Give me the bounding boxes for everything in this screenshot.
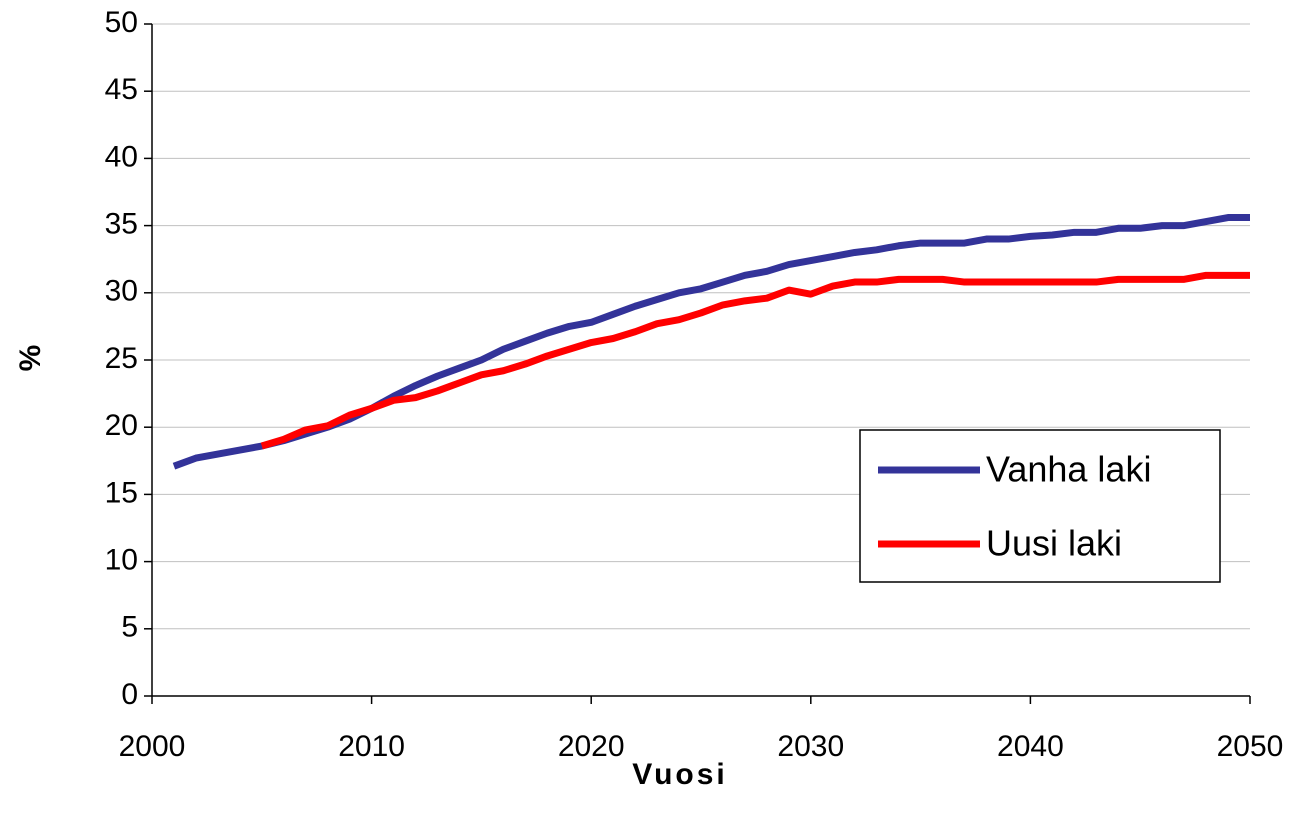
y-tick-label: 40 xyxy=(105,140,138,173)
legend-box xyxy=(859,429,1221,583)
y-tick-label: 5 xyxy=(121,611,138,644)
x-axis-title: Vuosi xyxy=(632,758,728,791)
x-tick-label: 2050 xyxy=(1217,730,1284,763)
x-tick-label: 2040 xyxy=(997,730,1064,763)
y-tick-label: 50 xyxy=(105,6,138,39)
x-tick-label: 2020 xyxy=(558,730,625,763)
legend-label: Vanha laki xyxy=(986,449,1151,490)
x-tick-label: 2010 xyxy=(338,730,405,763)
legend-label: Uusi laki xyxy=(986,523,1122,564)
y-tick-label: 15 xyxy=(105,476,138,509)
y-tick-label: 25 xyxy=(105,342,138,375)
x-tick-label: 2030 xyxy=(777,730,844,763)
y-axis-title: % xyxy=(14,345,47,372)
x-tick-label: 2000 xyxy=(119,730,186,763)
y-tick-label: 10 xyxy=(105,544,138,577)
y-tick-label: 20 xyxy=(105,409,138,442)
y-tick-label: 30 xyxy=(105,275,138,308)
y-tick-label: 45 xyxy=(105,73,138,106)
series-line xyxy=(172,214,1250,470)
y-tick-label: 0 xyxy=(121,678,138,711)
y-tick-label: 35 xyxy=(105,208,138,241)
series-line xyxy=(260,271,1250,450)
